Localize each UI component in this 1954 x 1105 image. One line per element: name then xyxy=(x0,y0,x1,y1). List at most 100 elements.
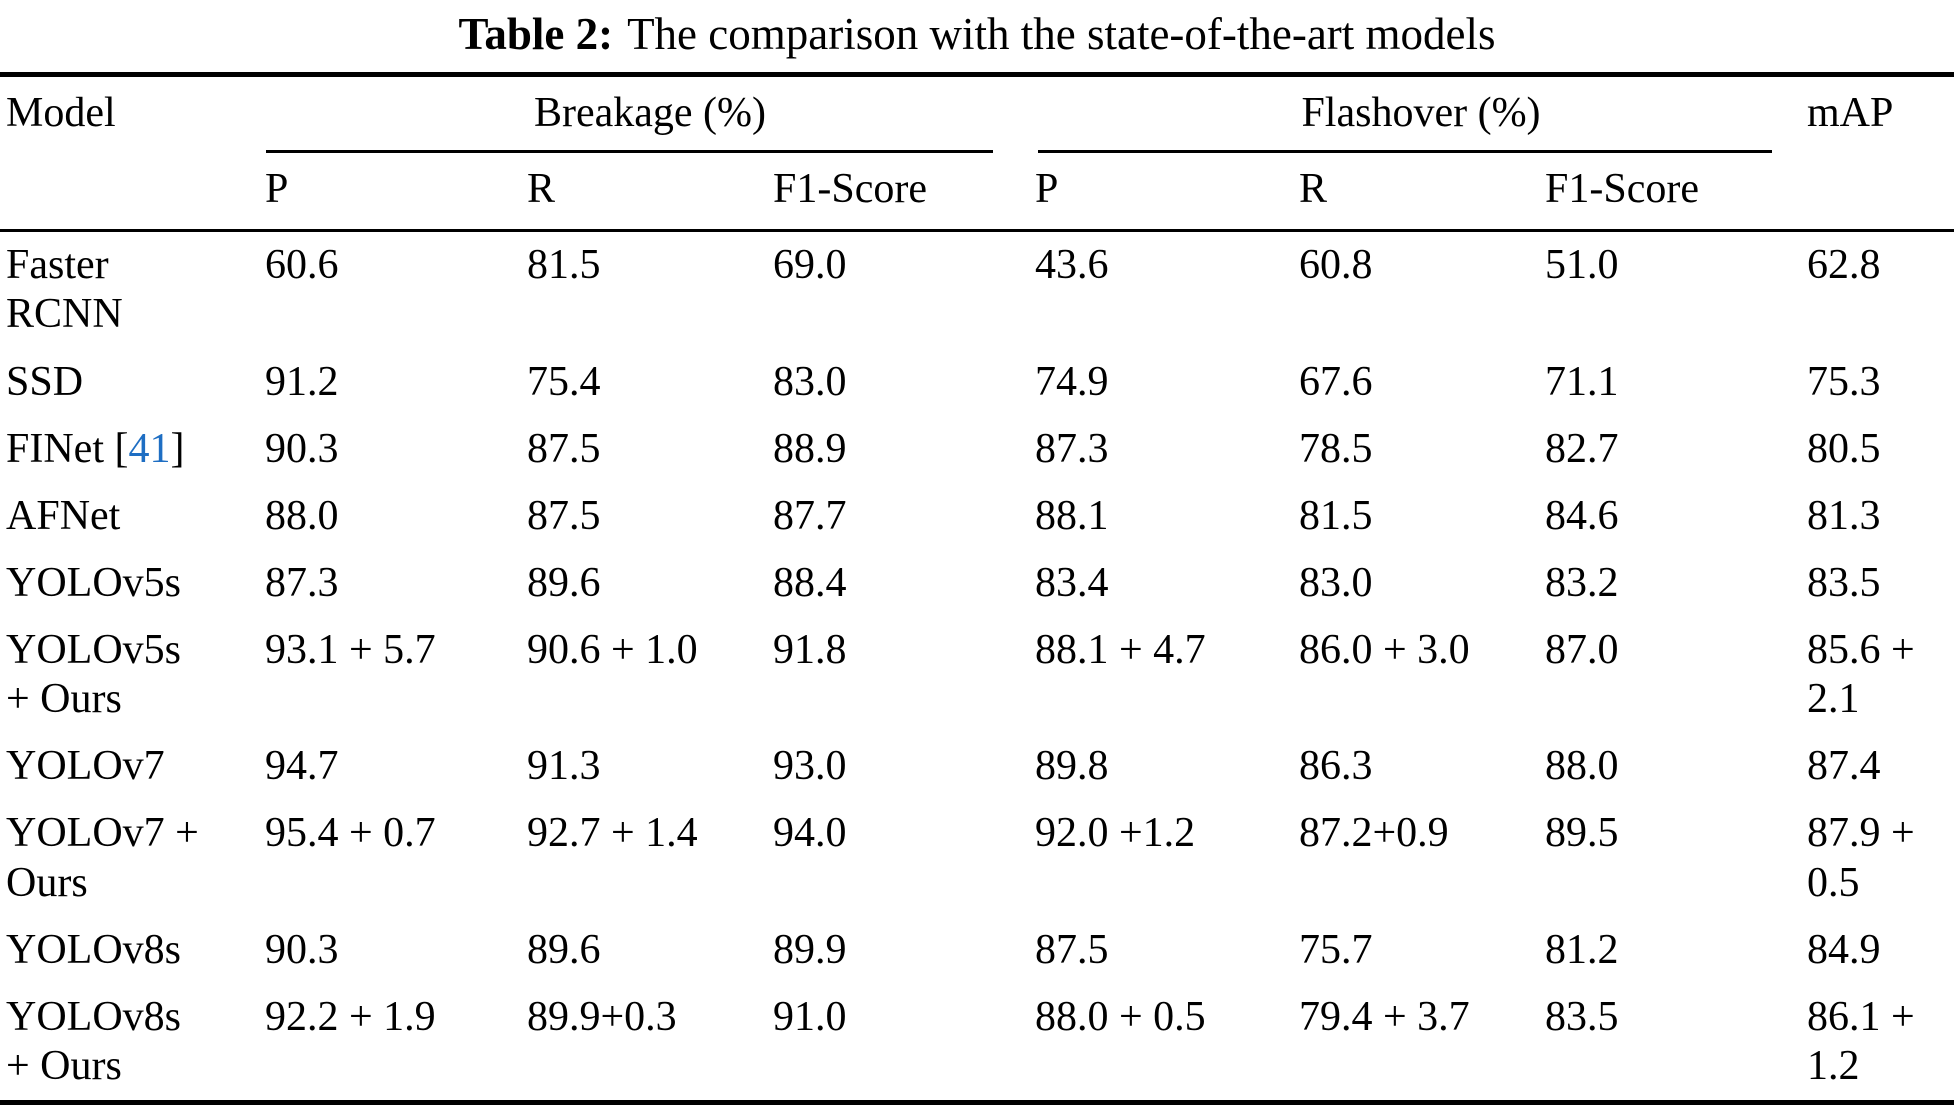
breakage-p-cell: 94.7 xyxy=(265,743,339,790)
flashover-p-cell: 88.0 + 0.5 xyxy=(1035,993,1206,1040)
breakage-f1-cell: 83.0 xyxy=(773,358,847,405)
breakage-r-cell: 75.4 xyxy=(527,358,601,405)
breakage-r-cell: 87.5 xyxy=(527,492,601,539)
flashover-r-cell: 81.5 xyxy=(1299,492,1373,539)
flashover-p-cell: 43.6 xyxy=(1035,242,1109,289)
table-row: YOLOv8s + Ours 92.2 + 1.9 89.9+0.3 91.0 … xyxy=(0,984,1954,1103)
map-cell: 86.1 + 1.2 xyxy=(1807,993,1915,1089)
citation-bracket: ] xyxy=(170,425,185,472)
flashover-p-cell: 83.4 xyxy=(1035,559,1109,606)
breakage-p-cell: 60.6 xyxy=(265,242,339,289)
model-cell: YOLOv7 xyxy=(6,743,165,790)
col-group-flashover: Flashover (%) xyxy=(1035,75,1807,154)
flashover-f1-cell: 89.5 xyxy=(1545,810,1619,857)
col-header-breakage-r: R xyxy=(527,153,773,233)
table-row: SSD 91.2 75.4 83.0 74.9 67.6 71.1 75.3 xyxy=(0,349,1954,416)
flashover-f1-cell: 83.5 xyxy=(1545,993,1619,1040)
breakage-f1-cell: 94.0 xyxy=(773,810,847,857)
flashover-f1-cell: 82.7 xyxy=(1545,425,1619,472)
breakage-p-cell: 90.3 xyxy=(265,926,339,973)
breakage-r-cell: 89.6 xyxy=(527,559,601,606)
breakage-p-cell: 90.3 xyxy=(265,425,339,472)
breakage-p-cell: 87.3 xyxy=(265,559,339,606)
col-group-flashover-label: Flashover (%) xyxy=(1301,90,1541,136)
breakage-f1-cell: 87.7 xyxy=(773,492,847,539)
breakage-r-cell: 81.5 xyxy=(527,242,601,289)
flashover-p-cell: 88.1 + 4.7 xyxy=(1035,627,1206,673)
model-cell: YOLOv8s + Ours xyxy=(6,993,181,1089)
map-cell: 80.5 xyxy=(1807,425,1881,472)
flashover-cmidrule xyxy=(1038,150,1772,154)
comparison-table: Model Breakage (%) Flashover (%) mAP P R… xyxy=(0,72,1954,1105)
map-cell: 83.5 xyxy=(1807,559,1881,606)
header-row-subcolumns: P R F1-Score P R F1-Score xyxy=(0,153,1954,233)
table-row: YOLOv5s 87.3 89.6 88.4 83.4 83.0 83.2 83… xyxy=(0,550,1954,617)
col-group-breakage-label: Breakage (%) xyxy=(533,90,767,136)
model-cell: SSD xyxy=(6,358,84,405)
flashover-f1-cell: 84.6 xyxy=(1545,492,1619,539)
table-row: AFNet 88.0 87.5 87.7 88.1 81.5 84.6 81.3 xyxy=(0,483,1954,550)
flashover-r-cell: 78.5 xyxy=(1299,425,1373,472)
breakage-f1-cell: 89.9 xyxy=(773,926,847,973)
table-row: YOLOv7 94.7 91.3 93.0 89.8 86.3 88.0 87.… xyxy=(0,733,1954,800)
flashover-p-cell: 89.8 xyxy=(1035,743,1109,790)
breakage-f1-cell: 88.9 xyxy=(773,425,847,472)
breakage-p-cell: 91.2 xyxy=(265,358,339,405)
model-cell: YOLOv5s + Ours xyxy=(6,627,181,723)
breakage-f1-cell: 91.0 xyxy=(773,993,847,1040)
breakage-f1-cell: 88.4 xyxy=(773,559,847,606)
flashover-p-cell: 74.9 xyxy=(1035,358,1109,405)
model-name: FINet [ xyxy=(6,425,129,472)
flashover-r-cell: 83.0 xyxy=(1299,559,1373,606)
breakage-r-cell: 90.6 + 1.0 xyxy=(527,627,698,673)
breakage-p-cell: 92.2 + 1.9 xyxy=(265,993,436,1040)
model-cell: Faster RCNN xyxy=(6,242,123,338)
flashover-r-cell: 86.3 xyxy=(1299,743,1373,790)
map-cell: 87.4 xyxy=(1807,743,1881,790)
col-header-breakage-p: P xyxy=(265,153,527,233)
model-cell: YOLOv8s xyxy=(6,926,181,973)
map-cell: 84.9 xyxy=(1807,926,1881,973)
table-row: YOLOv8s 90.3 89.6 89.9 87.5 75.7 81.2 84… xyxy=(0,917,1954,984)
table-row: Faster RCNN 60.6 81.5 69.0 43.6 60.8 51.… xyxy=(0,231,1954,349)
breakage-p-cell: 88.0 xyxy=(265,492,339,539)
breakage-r-cell: 89.9+0.3 xyxy=(527,993,677,1040)
col-header-flashover-p: P xyxy=(1035,153,1299,233)
table-caption-text: The comparison with the state-of-the-art… xyxy=(627,9,1496,59)
flashover-r-cell: 87.2+0.9 xyxy=(1299,810,1449,857)
model-cell: FINet [41] xyxy=(0,416,265,483)
breakage-f1-cell: 93.0 xyxy=(773,743,847,790)
map-cell: 85.6 + 2.1 xyxy=(1807,627,1915,723)
flashover-r-cell: 86.0 + 3.0 xyxy=(1299,627,1470,673)
flashover-p-cell: 88.1 xyxy=(1035,492,1109,539)
breakage-f1-cell: 69.0 xyxy=(773,242,847,289)
model-cell: YOLOv5s xyxy=(6,559,181,606)
map-cell: 75.3 xyxy=(1807,358,1881,405)
table-row: FINet [41] 90.3 87.5 88.9 87.3 78.5 82.7… xyxy=(0,416,1954,483)
flashover-f1-cell: 81.2 xyxy=(1545,926,1619,973)
col-header-flashover-r: R xyxy=(1299,153,1545,233)
header-row-groups: Model Breakage (%) Flashover (%) mAP xyxy=(0,74,1954,233)
flashover-f1-cell: 51.0 xyxy=(1545,242,1619,289)
map-cell: 62.8 xyxy=(1807,242,1881,289)
breakage-f1-cell: 91.8 xyxy=(773,627,847,673)
map-cell: 81.3 xyxy=(1807,492,1881,539)
flashover-r-cell: 60.8 xyxy=(1299,242,1373,289)
flashover-f1-cell: 71.1 xyxy=(1545,358,1619,405)
flashover-r-cell: 67.6 xyxy=(1299,358,1373,405)
flashover-f1-cell: 87.0 xyxy=(1545,627,1619,673)
col-header-breakage-f1: F1-Score xyxy=(773,153,1035,233)
flashover-r-cell: 75.7 xyxy=(1299,926,1373,973)
table-row: YOLOv5s + Ours 93.1 + 5.7 90.6 + 1.0 91.… xyxy=(0,617,1954,733)
flashover-r-cell: 79.4 + 3.7 xyxy=(1299,993,1470,1040)
breakage-p-cell: 95.4 + 0.7 xyxy=(265,810,436,857)
flashover-p-cell: 87.3 xyxy=(1035,425,1109,472)
flashover-f1-cell: 83.2 xyxy=(1545,559,1619,606)
table-row: YOLOv7 + Ours 95.4 + 0.7 92.7 + 1.4 94.0… xyxy=(0,800,1954,916)
flashover-p-cell: 92.0 +1.2 xyxy=(1035,810,1196,857)
model-cell: YOLOv7 + Ours xyxy=(6,810,199,906)
breakage-r-cell: 89.6 xyxy=(527,926,601,973)
breakage-r-cell: 91.3 xyxy=(527,743,601,790)
citation-link-41[interactable]: 41 xyxy=(128,425,171,472)
